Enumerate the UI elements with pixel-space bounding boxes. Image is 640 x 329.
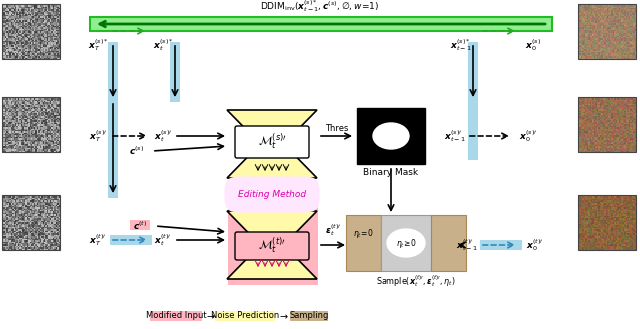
Text: $\mathrm{DDIM_{inv}}(\boldsymbol{x}_{t-1}^{(s)*},\boldsymbol{c}^{(s)},\varnothin: $\mathrm{DDIM_{inv}}(\boldsymbol{x}_{t-1… bbox=[260, 0, 380, 14]
Text: $\boldsymbol{x}_{t-1}^{(s)\prime}$: $\boldsymbol{x}_{t-1}^{(s)\prime}$ bbox=[444, 128, 466, 144]
Bar bbox=[431, 215, 466, 271]
Polygon shape bbox=[227, 144, 317, 178]
Text: $\boldsymbol{x}_T^{(t)\prime}$: $\boldsymbol{x}_T^{(t)\prime}$ bbox=[90, 232, 107, 248]
Text: $\rightarrow$: $\rightarrow$ bbox=[205, 311, 216, 321]
Text: $\boldsymbol{x}_t^{(s)\prime}$: $\boldsymbol{x}_t^{(s)\prime}$ bbox=[154, 128, 172, 144]
Bar bbox=[2, 97, 60, 152]
Text: $\boldsymbol{x}_t^{(s)*}$: $\boldsymbol{x}_t^{(s)*}$ bbox=[153, 37, 173, 53]
Text: $\mathcal{M}_t^{(t)\prime}$: $\mathcal{M}_t^{(t)\prime}$ bbox=[258, 235, 286, 255]
Text: $\boldsymbol{x}_T^{(s)\prime}$: $\boldsymbol{x}_T^{(s)\prime}$ bbox=[89, 128, 107, 144]
Bar bbox=[381, 215, 431, 271]
Ellipse shape bbox=[373, 123, 409, 149]
Text: $\boldsymbol{x}_0^{(t)\prime}$: $\boldsymbol{x}_0^{(t)\prime}$ bbox=[526, 237, 543, 253]
Polygon shape bbox=[227, 245, 317, 279]
Text: $\boldsymbol{\epsilon}_t^{(t)\prime}$: $\boldsymbol{\epsilon}_t^{(t)\prime}$ bbox=[325, 222, 341, 238]
FancyBboxPatch shape bbox=[235, 126, 309, 158]
Bar bbox=[108, 42, 118, 102]
Bar bbox=[578, 195, 636, 250]
Bar bbox=[110, 235, 152, 245]
Polygon shape bbox=[227, 110, 317, 144]
Text: Editing Method: Editing Method bbox=[238, 190, 306, 199]
Bar bbox=[578, 4, 636, 59]
Text: Sampling: Sampling bbox=[289, 312, 329, 320]
Bar bbox=[468, 100, 478, 160]
Bar bbox=[578, 97, 636, 152]
Text: $\mathcal{M}_t^{(s)\prime}$: $\mathcal{M}_t^{(s)\prime}$ bbox=[258, 131, 286, 151]
Bar bbox=[290, 311, 328, 321]
FancyBboxPatch shape bbox=[235, 232, 309, 260]
Bar bbox=[215, 311, 275, 321]
Text: $\boldsymbol{x}_{t-1}^{(t)\prime}$: $\boldsymbol{x}_{t-1}^{(t)\prime}$ bbox=[456, 237, 478, 253]
Bar bbox=[2, 4, 60, 59]
Text: Modified Input: Modified Input bbox=[146, 312, 206, 320]
Text: $\boldsymbol{c}^{(t)}$: $\boldsymbol{c}^{(t)}$ bbox=[133, 220, 147, 232]
Text: $\boldsymbol{x}_0^{(s)}$: $\boldsymbol{x}_0^{(s)}$ bbox=[525, 37, 541, 53]
Bar bbox=[108, 100, 118, 198]
Bar bbox=[346, 215, 381, 271]
Text: Binary Mask: Binary Mask bbox=[364, 168, 419, 177]
Text: $\boldsymbol{c}^{(s)}$: $\boldsymbol{c}^{(s)}$ bbox=[129, 145, 145, 157]
Bar bbox=[90, 17, 552, 31]
Bar bbox=[170, 42, 180, 102]
Bar bbox=[468, 42, 478, 102]
Text: $\boldsymbol{x}_t^{(t)\prime}$: $\boldsymbol{x}_t^{(t)\prime}$ bbox=[154, 232, 172, 248]
Text: $\eta_t\!=\!0$: $\eta_t\!=\!0$ bbox=[353, 226, 373, 240]
Text: $\boldsymbol{x}_0^{(s)\prime}$: $\boldsymbol{x}_0^{(s)\prime}$ bbox=[519, 128, 537, 144]
Text: $\eta_t\!\geq\!0$: $\eta_t\!\geq\!0$ bbox=[396, 237, 416, 249]
Text: Thres: Thres bbox=[325, 124, 349, 133]
Bar bbox=[150, 311, 202, 321]
Polygon shape bbox=[227, 211, 317, 245]
Text: $\boldsymbol{x}_T^{(s)*}$: $\boldsymbol{x}_T^{(s)*}$ bbox=[88, 37, 108, 53]
Bar bbox=[130, 220, 150, 230]
Text: $\mathrm{Sample}(\boldsymbol{x}_t^{(t)\prime},\boldsymbol{\epsilon}_t^{(t)\prime: $\mathrm{Sample}(\boldsymbol{x}_t^{(t)\p… bbox=[376, 273, 456, 289]
Text: Noise Prediction: Noise Prediction bbox=[211, 312, 279, 320]
Text: $\boldsymbol{x}_{t-1}^{(s)*}$: $\boldsymbol{x}_{t-1}^{(s)*}$ bbox=[450, 37, 472, 53]
Ellipse shape bbox=[387, 229, 425, 257]
Text: $\rightarrow$: $\rightarrow$ bbox=[278, 311, 289, 321]
Bar bbox=[357, 108, 425, 164]
Bar bbox=[480, 240, 522, 250]
Bar bbox=[228, 205, 318, 285]
Bar bbox=[2, 195, 60, 250]
